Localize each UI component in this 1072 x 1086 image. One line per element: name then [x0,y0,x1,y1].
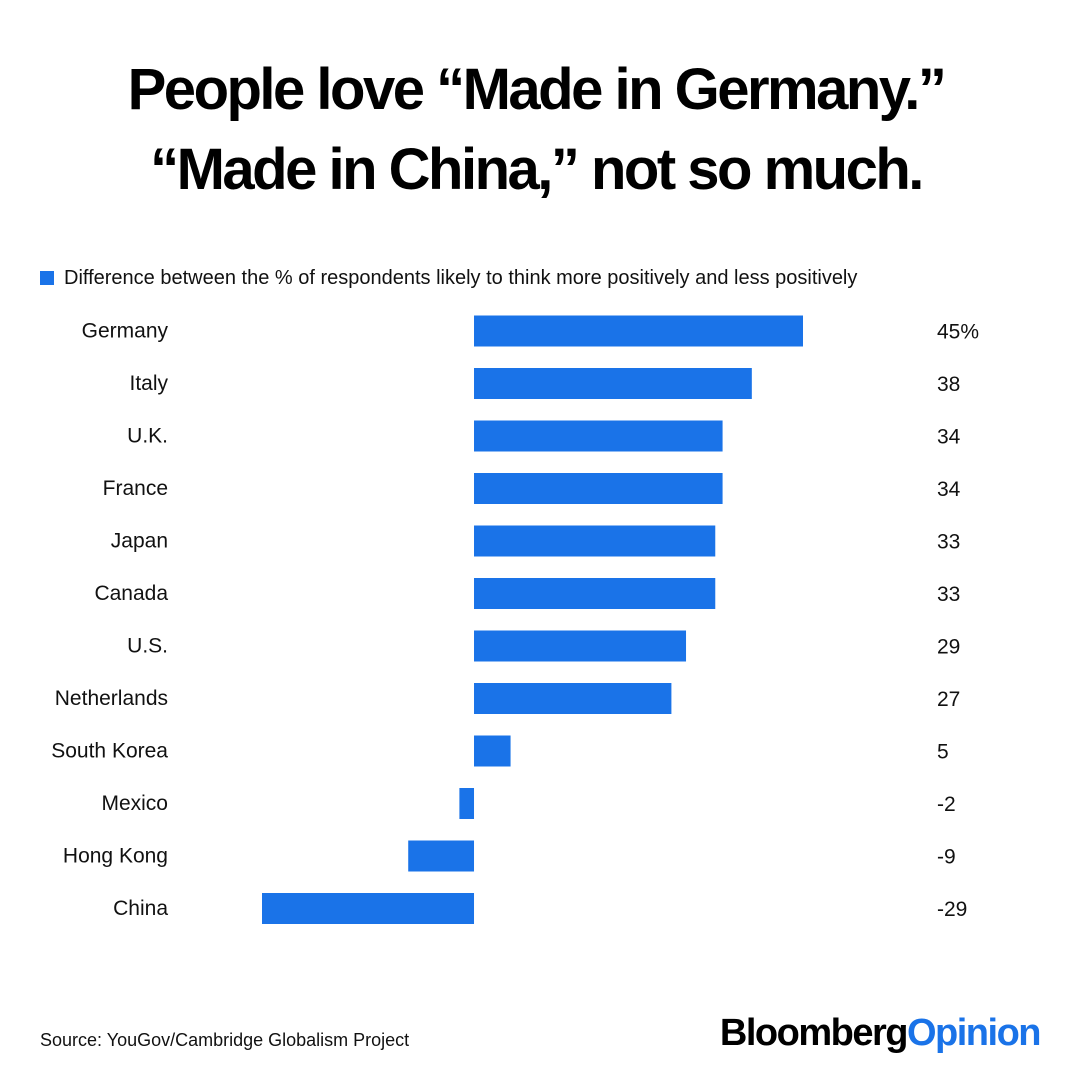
value-label: -2 [937,793,956,816]
bar [474,525,716,557]
value-label: 33 [937,531,960,554]
value-label: 27 [937,688,960,711]
category-label: Germany [82,320,169,343]
category-label: South Korea [51,740,168,763]
brand-accent: Opinion [906,1012,1042,1054]
source-note: Source: YouGov/Cambridge Globalism Proje… [40,1030,410,1050]
bar [474,578,716,609]
category-label: France [103,477,168,500]
bar [474,630,687,662]
brand-logo: BloombergOpinion [719,1012,1042,1055]
category-label: Netherlands [55,687,168,710]
value-label: 34 [937,478,961,501]
chart-title-line-2: “Made in China,” not so much. [150,137,924,202]
category-label: U.S. [127,635,168,658]
category-label: Hong Kong [63,845,168,868]
brand-name: Bloomberg [719,1012,909,1054]
category-label: Mexico [101,792,168,815]
bar [474,473,723,504]
category-label: U.K. [127,425,168,448]
category-label: China [113,897,168,920]
value-label: 34 [937,426,961,449]
category-label: Canada [94,582,168,605]
bar [459,788,475,819]
chart-title-line-1: People love “Made in Germany.” [127,57,947,122]
value-label: 29 [937,636,960,659]
bar [474,683,672,714]
bar [474,315,803,347]
bar [474,420,723,452]
value-label: 45% [937,321,979,344]
bar-chart: Germany 45% Italy 38 U.K. 34 France 34 Japan 33 Ca… [51,315,979,924]
bar [262,893,475,924]
value-label: -29 [937,898,967,921]
bar [408,840,475,872]
bar [474,368,752,399]
category-label: Japan [111,530,168,553]
value-label: -9 [937,846,956,869]
legend-swatch [40,271,54,285]
value-label: 38 [937,373,960,396]
category-label: Italy [129,372,168,395]
value-label: 5 [937,741,949,764]
bar [474,735,511,767]
value-label: 33 [937,583,960,606]
legend-label: Difference between the % of respondents … [64,266,858,289]
legend: Difference between the % of respondents … [40,264,857,292]
